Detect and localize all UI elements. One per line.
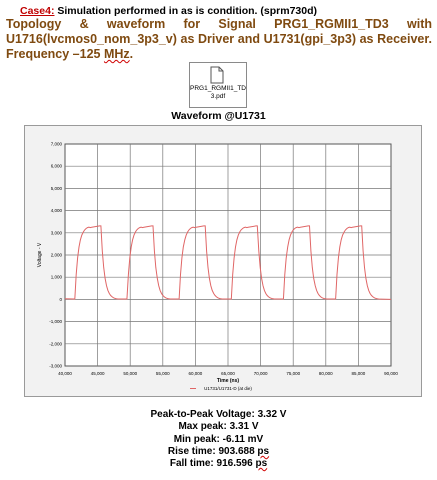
case-description: Simulation performed in as is condition.… [54,5,317,17]
y-tick-label: -2,000 [49,341,62,346]
x-axis-label: Time (ns) [217,378,239,384]
y-tick-label: -3,000 [49,364,62,369]
x-tick-label: 65,000 [221,371,235,376]
series-line-u1731 [64,225,392,300]
y-tick-label: 3,000 [51,230,63,235]
title-text: Topology & waveform for Signal PRG1_RGMI… [6,17,432,61]
y-tick-label: 7,000 [51,142,63,147]
waveform-plot: 40,000 45,000 50,000 55,000 60,000 65,000 70,0… [37,142,398,392]
x-tick-label: 50,000 [123,371,137,376]
measurement-rise-time: Rise time: 903.688 ps [167,445,270,457]
y-tick-label: 5,000 [51,186,63,191]
y-tick-label: 2,000 [51,253,63,258]
x-tick-label: 55,000 [156,371,170,376]
y-axis-label: Voltage - V [37,242,43,267]
topology-title: Topology & waveform for Signal PRG1_RGMI… [6,17,432,62]
attachment-filename: PRG1_RGMII1_TD3.pdf [190,85,246,100]
title-end: . [129,47,134,61]
measurement-peak-to-peak: Peak-to-Peak Voltage: 3.32 V [150,409,287,420]
y-tick-label: 4,000 [51,208,63,213]
x-tick-label: 85,000 [352,371,366,376]
x-tick-label: 60,000 [189,371,203,376]
waveform-chart: 40,000 45,000 50,000 55,000 60,000 65,000 70,0… [24,125,422,397]
y-tick-label: 0 [59,297,62,302]
x-tick-label: 40,000 [58,371,72,376]
x-tick-label: 70,000 [254,371,268,376]
title-frequency-unit: MHz [103,47,130,61]
y-tick-label: 6,000 [51,164,63,169]
x-tick-label: 80,000 [319,371,333,376]
measurement-max-peak: Max peak: 3.31 V [178,421,259,433]
waveform-title: Waveform @U1731 [171,110,266,122]
legend-entry: U1731/U1731-D (at die) [204,386,252,391]
pdf-attachment[interactable]: PRG1_RGMII1_TD3.pdf [189,62,247,108]
x-tick-label: 45,000 [91,371,105,376]
x-tick-label: 75,000 [286,371,300,376]
y-tick-label: -1,000 [49,319,62,324]
measurements-block: Peak-to-Peak Voltage: 3.32 V Max peak: 3… [0,409,437,470]
y-tick-label: 1,000 [51,275,63,280]
x-tick-label: 90,000 [384,371,398,376]
case-tag: Case4: [20,5,55,17]
measurement-min-peak: Min peak: -6.11 mV [173,433,264,445]
measurement-fall-time: Fall time: 916.596 ps [169,458,268,470]
pdf-document-icon [210,66,224,84]
case-heading: Case4: Simulation performed in as is con… [20,5,317,17]
